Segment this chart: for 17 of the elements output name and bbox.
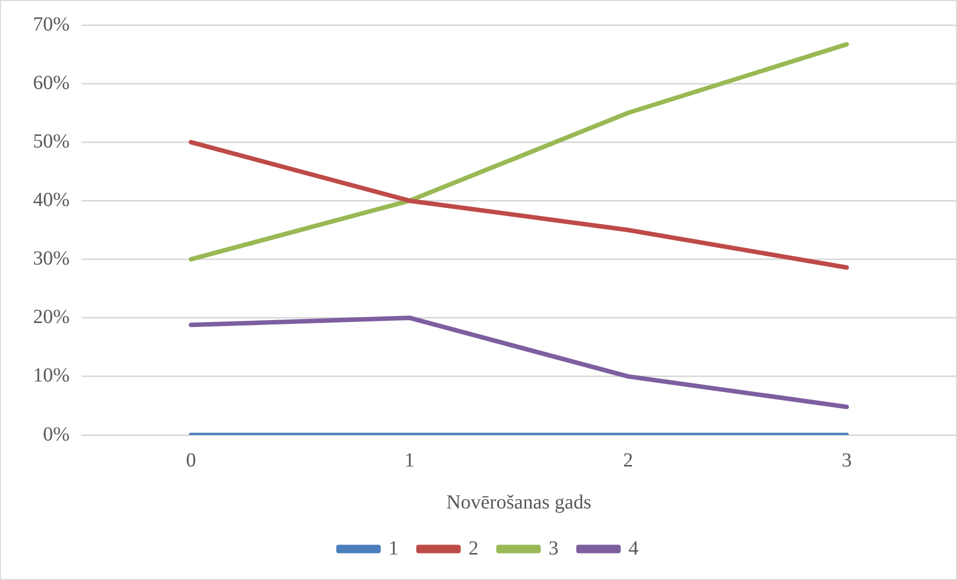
y-tick-label: 20% — [32, 306, 70, 328]
y-tick-label: 60% — [32, 72, 70, 94]
legend-label: 2 — [468, 537, 478, 560]
legend-label: 1 — [388, 537, 398, 560]
y-tick-label: 40% — [32, 188, 70, 211]
y-tick-label: 70% — [32, 13, 70, 36]
y-tick-label: 0% — [42, 423, 70, 446]
legend-label: 4 — [628, 537, 638, 560]
y-tick-label: 50% — [32, 130, 70, 152]
y-tick-label: 30% — [32, 248, 70, 270]
x-tick-label: 0 — [186, 449, 196, 472]
x-tick-label: 1 — [404, 449, 415, 472]
legend-label: 3 — [548, 537, 558, 560]
x-tick-label: 3 — [842, 449, 852, 472]
x-axis-title: Novērošanas gads — [446, 491, 592, 514]
x-tick-label: 2 — [623, 449, 634, 472]
y-tick-label: 10% — [32, 364, 70, 387]
